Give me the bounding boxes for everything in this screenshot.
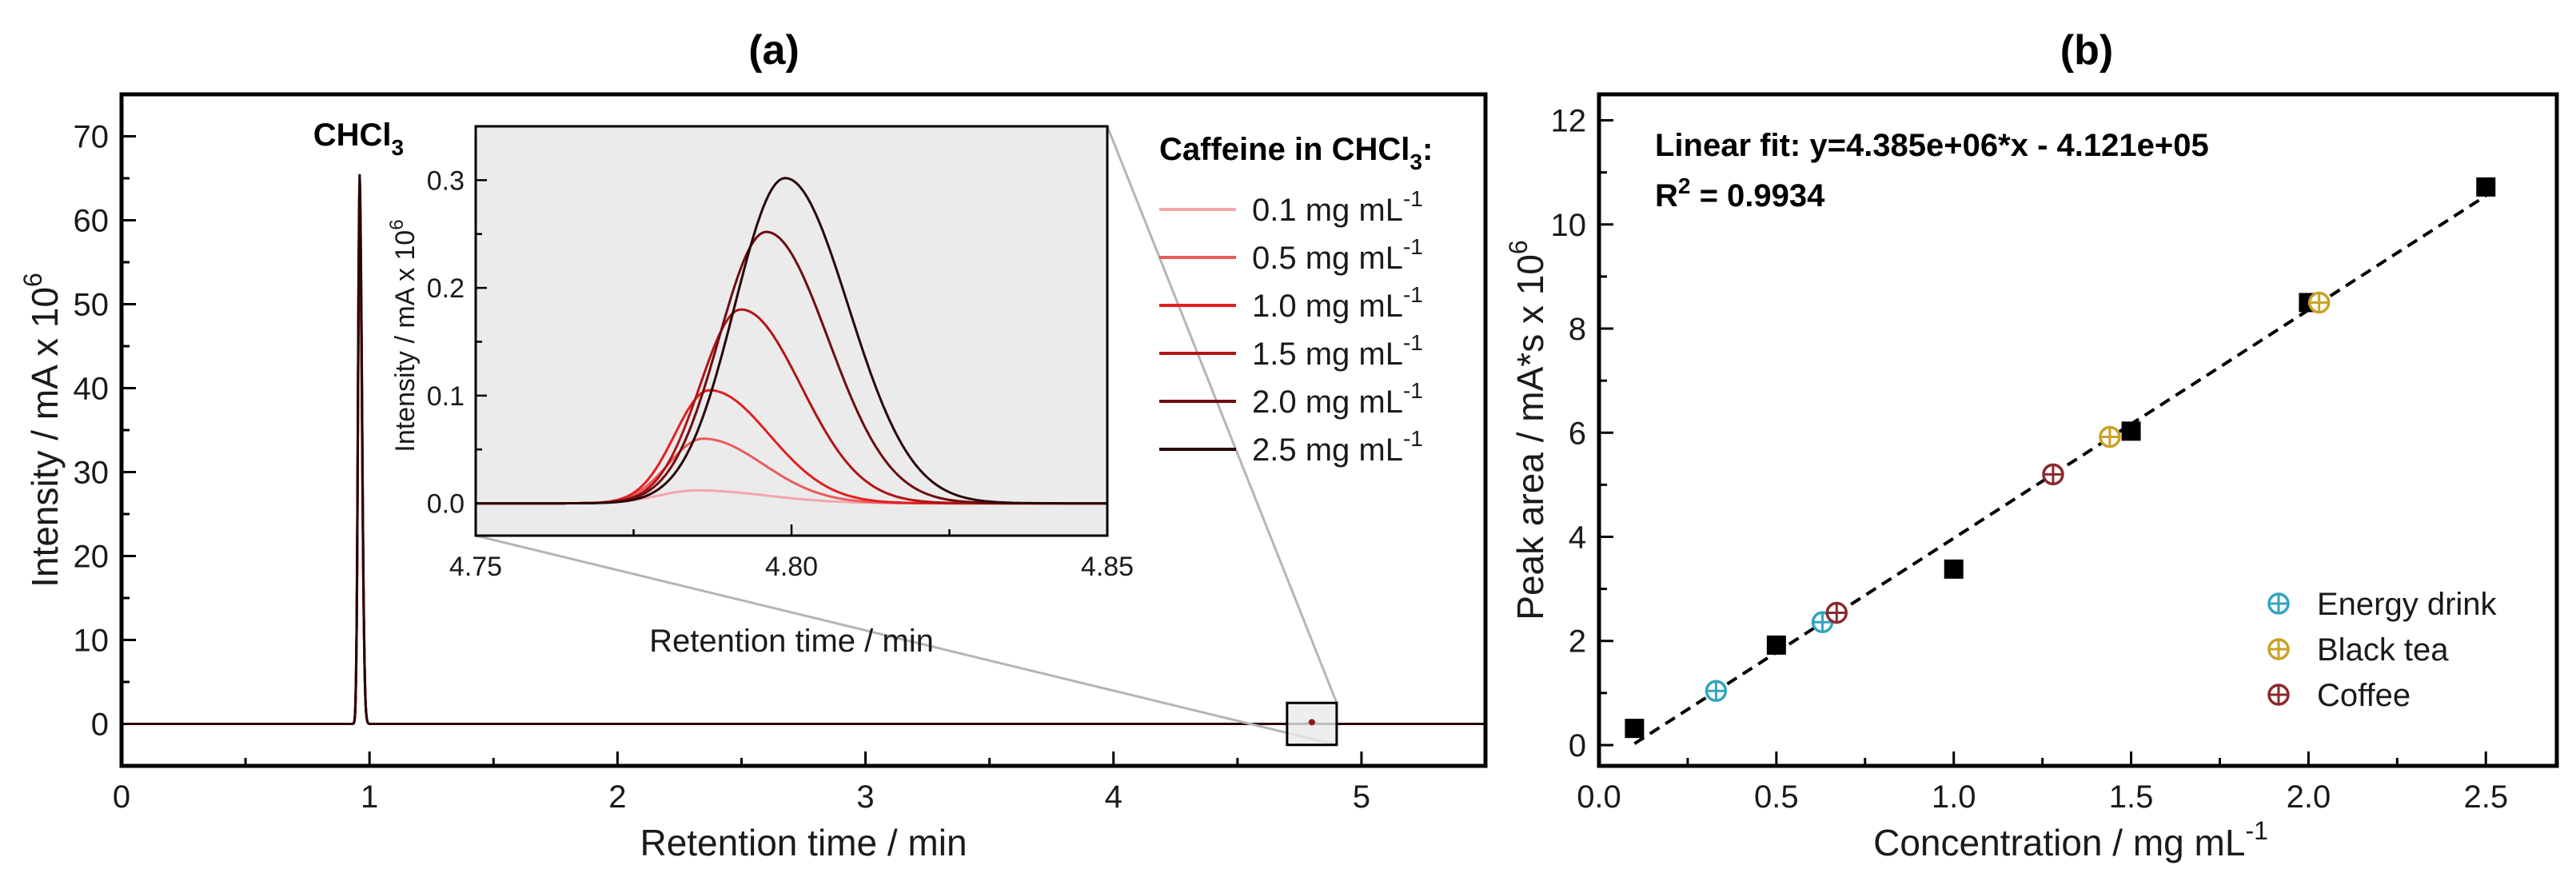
sample-point [2099,425,2121,448]
y-tick-label: 50 [74,288,110,323]
fit-equation: Linear fit: y=4.385e+06*x - 4.121e+05 [1655,128,2209,163]
inset-ticks: 4.75 4.80 4.85 0.0 0.1 0.2 0.3 [427,165,1134,582]
inset-trace [476,177,1107,505]
legend-title: Caffeine in CHCl3: [1159,132,1433,174]
legend-label: 2.5 mg mL-1 [1252,426,1423,468]
zoom-connector-top [1106,126,1338,704]
panel-b-legend: Energy drink Black tea Coffee [2267,587,2498,713]
x-tick-label: 2.5 [2463,779,2508,815]
legend-label: 0.5 mg mL-1 [1252,234,1423,276]
x-tick-label: 5 [1353,779,1370,815]
x-tick-label: 0.0 [1577,779,1621,815]
inset-y-tick-label: 0.3 [427,165,465,196]
inset-y-tick-label: 0.1 [427,381,465,412]
panel-b-ylabel: Peak area / mA*s x 106 [1504,240,1551,620]
inset-background [476,126,1107,536]
inset-x-tick-label: 4.75 [449,552,502,582]
x-tick-label: 1.5 [2109,779,2154,815]
sample-point [2307,291,2331,314]
y-tick-label: 10 [1551,208,1587,243]
panel-a-ylabel: Intensity / mA x 106 [18,273,66,588]
inset-ylabel: Intensity / mA x 106 [386,219,421,452]
chromatogram-trace [122,173,1485,725]
inset-y-tick-label: 0.2 [427,273,465,304]
standard-point [2476,177,2496,197]
x-tick-label: 1 [361,779,378,815]
legend-marker [2267,684,2290,706]
panel-a-legend: Caffeine in CHCl3: 0.1 mg mL-1 0.5 mg mL-… [1159,132,1433,468]
y-tick-label: 20 [74,540,110,575]
x-tick-label: 0.5 [1754,779,1799,815]
inset-x-tick-label: 4.80 [765,552,818,582]
y-tick-label: 70 [74,120,110,155]
x-tick-label: 1.0 [1932,779,1976,815]
legend-label: Energy drink [2317,587,2498,622]
inset-chart: 4.75 4.80 4.85 0.0 0.1 0.2 0.3 Retention time … [386,125,1134,659]
y-tick-label: 60 [74,204,110,239]
legend-marker [2267,592,2290,615]
y-tick-label: 30 [74,456,110,491]
panel-b-plot-frame [1597,92,2559,768]
sample-point [1705,680,1728,702]
y-tick-label: 10 [74,624,110,659]
panel-a-plot-frame [119,92,1488,768]
chcl3-peak-label: CHCl3 [313,118,404,160]
legend-label: Coffee [2317,678,2411,713]
legend-label: 1.5 mg mL-1 [1252,330,1423,372]
y-tick-label: 40 [74,372,110,407]
x-tick-label: 2.0 [2287,779,2331,815]
legend-marker [2267,638,2290,660]
inset-frame [474,125,1109,537]
y-tick-label: 8 [1569,312,1586,347]
panel-b: (b) 0.0 0.5 1.0 1.5 2.0 2.5 0 2 4 6 8 10 12 Linear f… [1504,27,2559,863]
y-tick-label: 4 [1569,520,1586,555]
sample-point [1825,601,1848,624]
zoom-peak-marker [1308,719,1315,726]
panel-a-xlabel: Retention time / min [640,822,967,863]
y-tick-label: 0 [91,708,109,743]
inset-x-tick-label: 4.85 [1081,552,1134,582]
legend-label: Black tea [2317,632,2449,668]
sample-point [2042,463,2064,486]
panel-b-xlabel: Concentration / mg mL-1 [1873,816,2268,863]
x-tick-label: 0 [113,779,130,815]
standard-point [1766,635,1786,655]
inset-xlabel: Retention time / min [649,624,934,659]
panel-b-title: (b) [2060,27,2113,74]
legend-label: 0.1 mg mL-1 [1252,186,1423,228]
legend-label: 1.0 mg mL-1 [1252,282,1423,324]
y-tick-label: 0 [1569,728,1586,763]
zoom-connector-bottom [475,534,1338,747]
y-tick-label: 12 [1551,104,1587,139]
y-tick-label: 6 [1569,416,1586,451]
x-tick-label: 4 [1105,779,1123,815]
legend-label: 2.0 mg mL-1 [1252,378,1423,420]
zoom-box [475,126,1338,747]
standard-point [1625,719,1645,739]
panel-a-curves [122,173,1485,725]
standard-point [1944,559,1964,579]
panel-b-data [1625,177,2496,745]
x-tick-label: 2 [608,779,626,815]
inset-y-tick-label: 0.0 [427,489,465,520]
standard-point [2121,421,2141,441]
inset-curves [476,177,1107,505]
x-tick-label: 3 [856,779,874,815]
y-tick-label: 2 [1569,624,1586,660]
r-squared: R2 = 0.9934 [1655,173,1825,213]
panel-a-title: (a) [748,27,800,74]
